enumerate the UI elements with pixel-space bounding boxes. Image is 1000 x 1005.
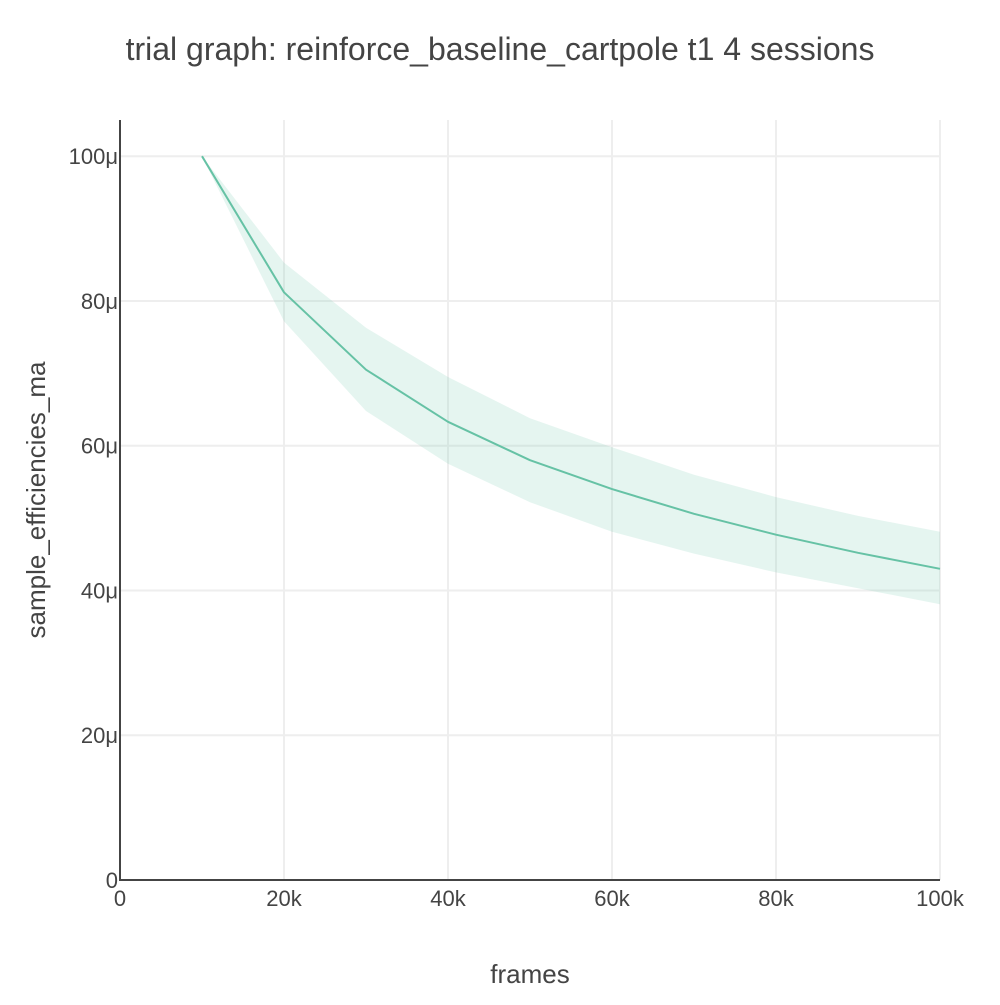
axes bbox=[119, 120, 940, 881]
y-tick-label: 20μ bbox=[81, 723, 118, 748]
y-tick-label: 0 bbox=[106, 868, 118, 893]
y-axis-title: sample_efficiencies_ma bbox=[21, 361, 51, 639]
confidence-band-layer bbox=[202, 156, 940, 605]
x-tick-label: 0 bbox=[114, 886, 126, 911]
tick-labels: 0 20k 40k 60k 80k 100k 0 20μ 40μ 60μ 80μ 100μ bbox=[69, 144, 965, 911]
y-tick-label: 40μ bbox=[81, 578, 118, 603]
x-tick-label: 80k bbox=[758, 886, 794, 911]
y-tick-label: 80μ bbox=[81, 289, 118, 314]
grid-lines bbox=[120, 120, 941, 880]
y-tick-label: 60μ bbox=[81, 434, 118, 459]
chart-title: trial graph: reinforce_baseline_cartpole… bbox=[126, 31, 875, 67]
x-axis-title: frames bbox=[490, 959, 569, 989]
series-line bbox=[201, 155, 941, 570]
confidence-band bbox=[202, 156, 940, 605]
x-tick-label: 100k bbox=[916, 886, 965, 911]
x-tick-label: 60k bbox=[594, 886, 630, 911]
series-line-layer bbox=[201, 155, 941, 570]
y-tick-label: 100μ bbox=[69, 144, 118, 169]
x-tick-label: 40k bbox=[430, 886, 466, 911]
x-tick-label: 20k bbox=[266, 886, 302, 911]
